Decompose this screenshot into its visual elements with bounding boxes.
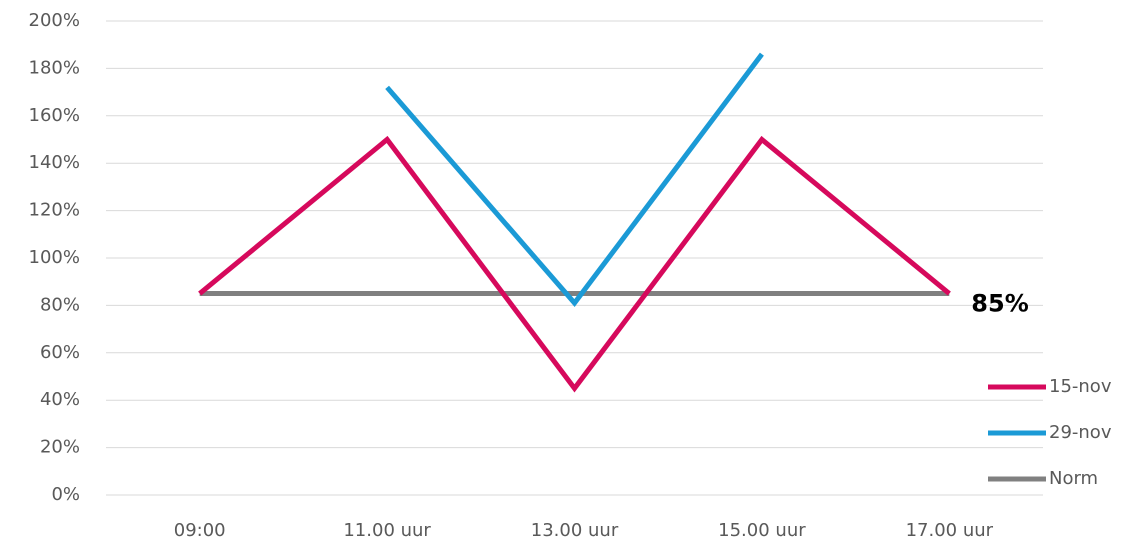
y-tick-label: 60% (40, 342, 80, 363)
y-tick-label: 80% (40, 294, 80, 315)
legend-label: 29-nov (1049, 422, 1112, 443)
x-tick-label: 09:00 (174, 520, 226, 541)
y-tick-label: 100% (29, 247, 80, 268)
y-tick-label: 140% (29, 152, 80, 173)
legend-label: 15-nov (1049, 376, 1112, 397)
x-tick-label: 11.00 uur (343, 520, 431, 541)
y-tick-label: 20% (40, 437, 80, 458)
x-tick-label: 13.00 uur (531, 520, 619, 541)
y-tick-label: 120% (29, 200, 80, 221)
series-line (385, 52, 764, 308)
legend-label: Norm (1049, 468, 1098, 489)
y-tick-label: 180% (29, 57, 80, 78)
y-tick-label: 160% (29, 105, 80, 126)
y-tick-label: 0% (51, 484, 80, 505)
data-label: 85% (971, 290, 1028, 318)
y-tick-label: 200% (29, 10, 80, 31)
x-tick-label: 15.00 uur (718, 520, 806, 541)
y-tick-label: 40% (40, 389, 80, 410)
series-line (198, 135, 951, 393)
x-tick-label: 17.00 uur (906, 520, 994, 541)
